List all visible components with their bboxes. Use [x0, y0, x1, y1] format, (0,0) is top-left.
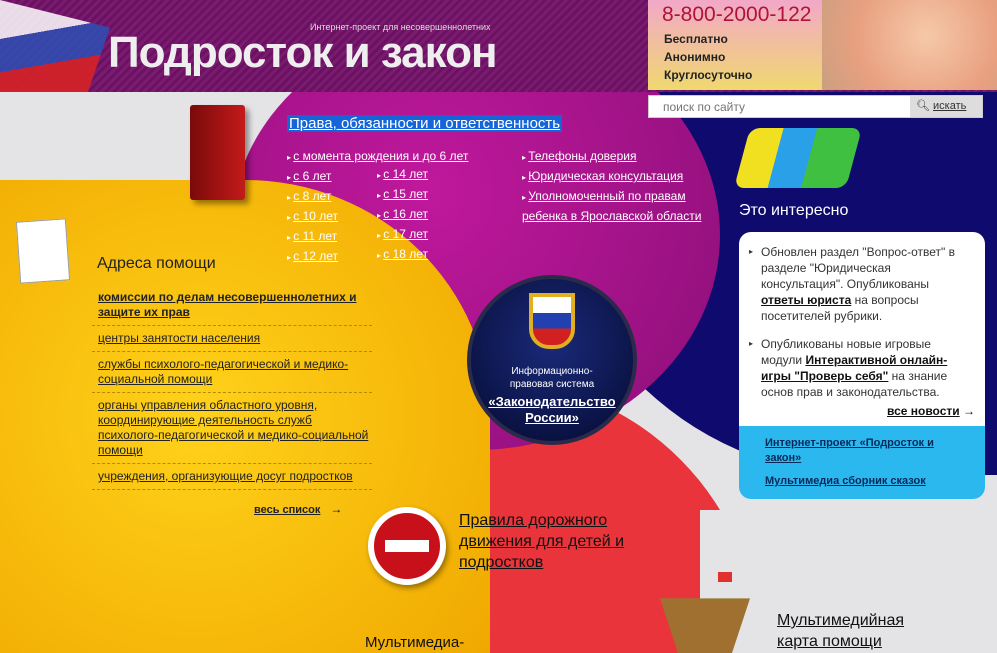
online-game-link[interactable]: Интерактивной онлайн-игры "Проверь себя" [761, 353, 948, 383]
site-subtitle: Интернет-проект для несовершеннолетних [310, 22, 491, 32]
help-item-link[interactable]: комиссии по делам несовершеннолетних и з… [98, 290, 357, 319]
help-title: Адреса помощи [97, 255, 216, 272]
project-link[interactable]: Интернет-проект «Подросток и закон» [765, 437, 934, 464]
help-item-link[interactable]: службы психолого-педагогической и медико… [98, 357, 349, 386]
search-button[interactable]: 🔍︎ искать [910, 96, 982, 117]
traffic-rules-link[interactable]: Правила дорожного движения для детей и п… [459, 512, 625, 571]
rights-services-list: Телефоны доверия Юридическая консультаци… [522, 147, 702, 225]
rights-age-link[interactable]: с 12 лет [293, 249, 339, 263]
fso-emblem-icon [529, 293, 575, 349]
news-item: Опубликованы новые игровые модули Интера… [739, 324, 985, 400]
help-item-link[interactable]: центры занятости населения [98, 331, 261, 345]
fairy-tales-link[interactable]: Мультимедиа сборник сказок [765, 475, 926, 487]
search-input[interactable] [649, 96, 909, 117]
hotline-free: Бесплатно [664, 32, 728, 46]
multimedia-label[interactable]: Мультимедиа- [365, 634, 465, 651]
news-item: Обновлен раздел "Вопрос-ответ" в разделе… [739, 232, 985, 324]
help-list: комиссии по делам несовершеннолетних и з… [92, 285, 372, 490]
hotline-phone: 8-800-2000-122 [662, 3, 812, 26]
help-item-link[interactable]: органы управления областного уровня, коо… [98, 398, 369, 457]
ombudsman-link[interactable]: Уполномоченный по правам ребенка в Яросл… [522, 189, 702, 223]
flag-icon [718, 572, 732, 582]
search-button-label: искать [933, 100, 967, 112]
rights-age-link[interactable]: с 8 лет [293, 189, 332, 203]
arrow-right-icon: → [323, 502, 343, 516]
bg-grey-right [700, 510, 997, 653]
news-text: на знание основ прав и законодательства. [761, 369, 948, 399]
all-news-link[interactable]: все новости [887, 404, 960, 418]
legal-consult-link[interactable]: Юридическая консультация [528, 169, 684, 183]
search-box: 🔍︎ искать [648, 95, 983, 118]
news-text: Обновлен раздел "Вопрос-ответ" в разделе… [761, 245, 955, 291]
help-item-link[interactable]: учреждения, организующие досуг подростко… [98, 469, 353, 483]
hotlines-link[interactable]: Телефоны доверия [528, 149, 637, 163]
child-photo [822, 0, 997, 90]
no-entry-sign-icon [368, 507, 446, 585]
site-title[interactable]: Подросток и закон [108, 28, 498, 77]
rights-age-link[interactable]: с 16 лет [383, 207, 429, 221]
interesting-title: Это интересно [739, 202, 849, 219]
puzzle-icon [733, 128, 863, 188]
law-system-circle[interactable]: Информационно-правовая система «Законода… [467, 275, 637, 445]
lawyer-answers-link[interactable]: ответы юриста [761, 293, 852, 307]
constitution-book-icon [190, 105, 245, 200]
news-panel: Обновлен раздел "Вопрос-ответ" в разделе… [739, 232, 985, 499]
rights-age-link[interactable]: с 11 лет [293, 229, 338, 243]
rights-age-link[interactable]: с момента рождения и до 6 лет [293, 149, 469, 163]
hotline-24h: Круглосуточно [664, 68, 753, 82]
rights-age-link[interactable]: с 17 лет [383, 227, 429, 241]
hotline-banner: 8-800-2000-122 Бесплатно Анонимно Кругло… [648, 0, 997, 90]
help-all-label: весь список [254, 504, 321, 516]
help-section: комиссии по делам несовершеннолетних и з… [92, 285, 372, 516]
rights-age-link[interactable]: с 14 лет [383, 167, 429, 181]
news-text: на вопросы посетителей рубрики. [761, 293, 919, 323]
notepad-icon [15, 218, 71, 284]
arrow-right-icon: → [963, 404, 975, 418]
news-links-box: Интернет-проект «Подросток и закон» Муль… [739, 426, 985, 499]
rights-age-link[interactable]: с 18 лет [383, 247, 429, 261]
rights-age-link[interactable]: с 15 лет [383, 187, 429, 201]
law-link[interactable]: «Законодательство России» [488, 394, 616, 425]
news-text: Опубликованы новые игровые модули [761, 337, 931, 367]
help-map-link[interactable]: Мультимедийная карта помощи [777, 612, 904, 650]
search-icon: 🔍︎ [916, 100, 930, 112]
rights-age-link[interactable]: с 10 лет [293, 209, 339, 223]
rights-title-link[interactable]: Права, обязанности и ответственность [287, 115, 563, 132]
rights-age-list-2: с 14 лет с 15 лет с 16 лет с 17 лет с 18… [377, 165, 428, 265]
rights-age-list-1: с момента рождения и до 6 лет с 6 лет с … [287, 147, 468, 267]
help-all-link[interactable]: весь список [254, 504, 320, 516]
law-caption: Информационно-правовая система [509, 366, 595, 390]
hotline-anonymous: Анонимно [664, 50, 726, 64]
rights-age-link[interactable]: с 6 лет [293, 169, 332, 183]
